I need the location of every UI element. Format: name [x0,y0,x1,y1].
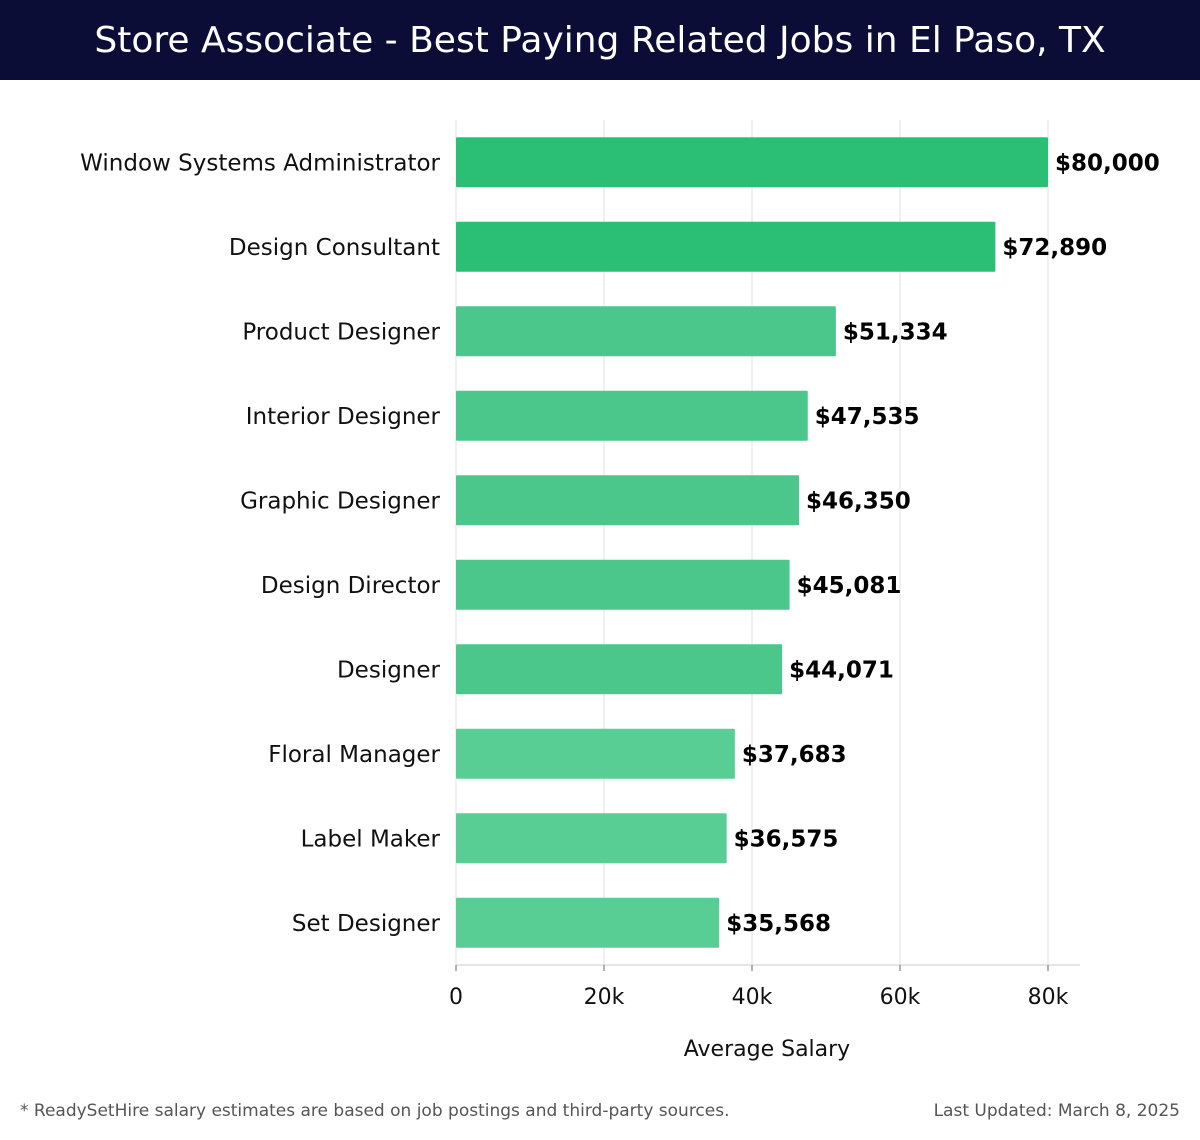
bar [456,897,720,948]
value-label: $72,890 [1002,235,1107,261]
category-label: Label Maker [301,826,441,852]
bar [456,475,799,526]
category-label: Floral Manager [268,742,440,768]
value-label: $36,575 [734,826,839,852]
chart-title: Store Associate - Best Paying Related Jo… [94,19,1106,61]
x-tick-label: 0 [449,985,463,1010]
bar [456,390,808,441]
bar [456,559,790,610]
bar-chart: 0 20k 40k 60k 80k Average Salary Window System… [80,120,1160,1062]
value-label: $37,683 [742,742,847,768]
bar [456,306,836,357]
x-tick-label: 60k [880,985,921,1010]
category-label: Designer [337,657,441,683]
value-label: $51,334 [843,319,948,345]
last-updated: Last Updated: March 8, 2025 [933,1101,1180,1121]
category-label: Design Director [261,573,441,599]
category-label: Design Consultant [229,235,440,261]
bar [456,728,735,779]
value-label: $80,000 [1055,150,1160,176]
x-axis-title: Average Salary [684,1037,850,1062]
bar [456,644,783,695]
value-label: $44,071 [789,657,894,683]
value-label: $47,535 [815,404,920,430]
bar [456,137,1048,188]
category-label: Interior Designer [246,404,441,430]
x-tick-label: 80k [1028,985,1069,1010]
value-label: $46,350 [806,488,911,514]
category-label: Graphic Designer [240,488,440,514]
x-tick-label: 20k [584,985,625,1010]
x-tick-label: 40k [732,985,773,1010]
category-label: Product Designer [242,319,440,345]
footnote: * ReadySetHire salary estimates are base… [20,1101,730,1121]
chart-header: Store Associate - Best Paying Related Jo… [0,0,1200,80]
category-label: Window Systems Administrator [80,150,440,176]
category-label: Set Designer [292,911,441,937]
bar [456,813,727,864]
value-label: $45,081 [797,573,902,599]
value-label: $35,568 [726,911,831,937]
bar [456,221,996,272]
